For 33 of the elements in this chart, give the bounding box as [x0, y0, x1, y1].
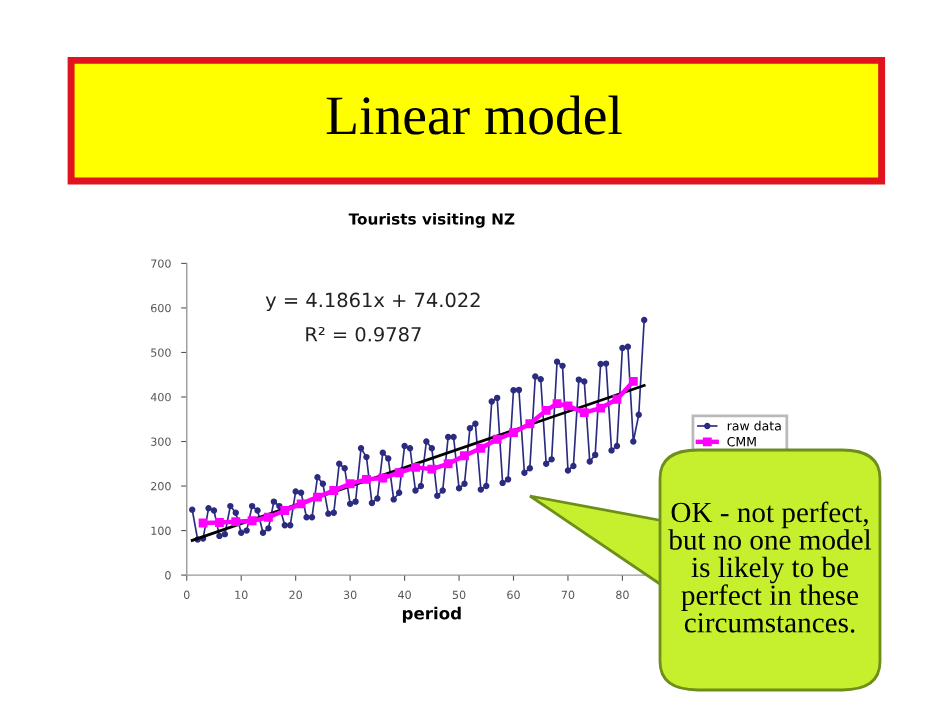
point — [552, 399, 562, 409]
x-axis-title: period — [402, 606, 461, 623]
point — [525, 419, 535, 429]
point — [541, 405, 551, 415]
point — [329, 486, 339, 495]
point — [443, 459, 453, 469]
point — [264, 512, 273, 522]
point — [313, 492, 322, 502]
point — [198, 518, 208, 528]
point — [231, 517, 241, 527]
point — [476, 443, 486, 453]
point — [394, 468, 404, 478]
point — [362, 474, 371, 484]
point — [427, 464, 437, 474]
annotation: y = 4.1861x + 74.022 — [265, 292, 480, 312]
point — [563, 401, 573, 411]
annotation: OK - not perfect, but no one model is likely to be perfect in these circumstances. — [668, 501, 872, 633]
point — [280, 506, 290, 515]
point — [247, 516, 257, 526]
point — [345, 479, 355, 489]
point — [612, 394, 622, 404]
point — [492, 434, 502, 444]
point — [628, 376, 638, 386]
point — [460, 451, 469, 461]
point — [378, 473, 388, 483]
point — [579, 408, 589, 418]
point — [596, 403, 606, 413]
point — [296, 499, 306, 509]
point — [509, 428, 518, 438]
annotation: R² = 0.9787 — [306, 326, 421, 342]
point — [214, 518, 224, 527]
point — [411, 462, 420, 472]
chart-title: Linear model — [326, 95, 622, 135]
